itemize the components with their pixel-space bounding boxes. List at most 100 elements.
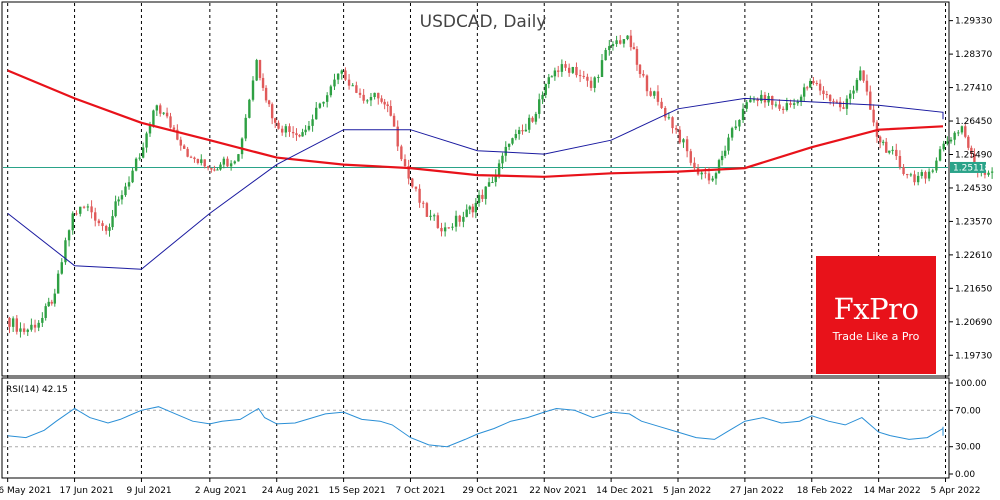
candle-body	[842, 107, 845, 109]
candle-body	[693, 162, 696, 169]
candle-body	[763, 94, 767, 103]
candle-body	[604, 50, 607, 61]
candle-body	[458, 215, 461, 222]
candle-body	[407, 166, 410, 179]
candle-body	[362, 94, 365, 101]
y-tick-label: 1.25490	[955, 150, 992, 160]
candle-body	[60, 262, 63, 274]
y-tick-label: 1.26450	[955, 117, 992, 127]
candle-body	[386, 104, 389, 107]
candle-body	[347, 79, 351, 86]
candle-body	[474, 202, 478, 213]
candle-body	[443, 227, 447, 232]
candle-body	[298, 135, 301, 137]
chart-title: USDCAD, Daily	[420, 12, 547, 32]
candle-body	[888, 150, 891, 153]
candle-body	[547, 77, 550, 84]
candle-body	[891, 149, 894, 151]
candle-body	[632, 47, 636, 50]
candle-body	[774, 104, 778, 106]
candle-body	[619, 40, 622, 44]
candle-body	[240, 138, 244, 155]
candle-body	[26, 329, 29, 332]
x-tick-label: 26 May 2021	[0, 486, 51, 496]
candle-body	[756, 99, 759, 102]
candle-body	[524, 129, 528, 132]
candle-body	[79, 206, 82, 214]
candle-body	[682, 139, 685, 143]
candle-body	[942, 143, 945, 150]
candle-body	[571, 67, 575, 73]
candle-body	[484, 186, 487, 199]
candle-body	[849, 93, 852, 99]
candle-body	[267, 100, 271, 105]
candle-body	[429, 215, 432, 217]
candle-body	[511, 138, 514, 144]
candle-body	[82, 206, 86, 208]
candle-body	[700, 172, 703, 175]
candle-body	[778, 104, 781, 109]
candle-body	[629, 35, 633, 48]
candle-body	[582, 75, 585, 77]
y-tick-label: 1.24530	[955, 184, 992, 194]
candle-body	[340, 70, 343, 74]
x-tick-label: 17 Jun 2021	[60, 486, 114, 496]
candle-body	[120, 195, 124, 200]
candle-body	[30, 324, 33, 330]
candle-body	[101, 223, 104, 227]
candle-body	[809, 80, 812, 88]
candle-body	[902, 167, 905, 174]
candle-body	[471, 206, 474, 213]
candle-body	[291, 131, 295, 134]
candle-body	[517, 130, 521, 135]
candle-body	[642, 73, 645, 76]
candle-body	[380, 98, 383, 102]
candle-body	[462, 216, 465, 222]
candle-body	[392, 115, 396, 127]
candle-body	[141, 147, 145, 158]
candle-body	[553, 70, 557, 77]
candle-body	[295, 133, 298, 136]
candle-body	[730, 128, 734, 138]
candle-body	[400, 146, 403, 160]
candle-body	[749, 99, 752, 103]
candle-body	[104, 226, 108, 231]
candle-body	[336, 73, 340, 80]
candle-body	[924, 172, 927, 179]
candle-body	[645, 75, 649, 92]
candle-body	[248, 99, 251, 118]
candle-body	[67, 230, 71, 241]
candle-body	[189, 156, 193, 158]
candle-body	[953, 132, 956, 140]
candle-body	[307, 125, 311, 130]
candle-body	[704, 172, 707, 174]
candle-body	[720, 155, 724, 161]
candle-body	[280, 128, 284, 133]
candle-body	[822, 90, 825, 95]
candle-body	[832, 100, 835, 102]
candle-body	[514, 134, 518, 139]
candle-body	[468, 206, 471, 210]
x-tick-label: 24 Aug 2021	[262, 486, 320, 496]
candle-body	[216, 169, 219, 171]
candle-body	[589, 80, 593, 88]
candle-body	[859, 70, 862, 80]
candle-body	[711, 178, 714, 181]
y-tick-label: 1.27410	[955, 84, 992, 94]
candle-body	[667, 117, 671, 119]
candle-body	[557, 70, 560, 72]
candle-body	[403, 159, 407, 167]
candle-body	[425, 203, 429, 217]
candle-body	[47, 301, 50, 307]
candle-body	[727, 137, 730, 151]
candle-body	[255, 60, 258, 81]
candle-body	[970, 147, 973, 154]
candle-body	[608, 46, 611, 51]
x-tick-label: 27 Jan 2022	[730, 486, 784, 496]
candle-body	[304, 129, 307, 133]
candle-body	[909, 174, 913, 176]
candle-body	[494, 175, 497, 183]
candle-body	[237, 154, 240, 162]
candle-body	[521, 130, 524, 132]
price-panel-frame	[1, 1, 950, 377]
